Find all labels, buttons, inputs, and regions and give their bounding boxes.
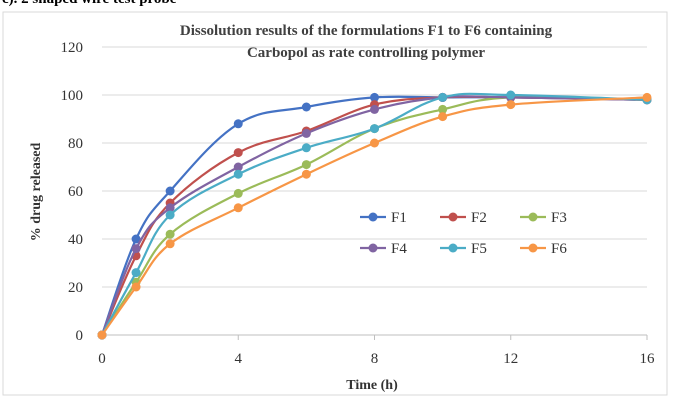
data-point-f6-t1 [131,282,141,292]
data-point-f3-t4 [233,188,243,198]
data-point-f6-t0 [97,330,107,340]
data-point-f3-t6 [301,160,311,170]
legend-label-f4: F4 [391,241,407,257]
legend: F1 F2 F3 F4 F5 F6 [360,210,567,257]
y-tick-label-20: 20 [68,280,83,296]
data-point-f4-t2 [165,203,175,213]
data-point-f4-t6 [301,128,311,138]
legend-label-f1: F1 [391,210,407,226]
chart-area [2,11,668,396]
data-point-f5-t4 [233,169,243,179]
data-point-f5-t6 [301,143,311,153]
data-point-f6-t2 [165,239,175,249]
data-point-f1-t2 [165,186,175,196]
y-tick-label-120: 120 [61,40,84,56]
x-tick-label-8: 8 [371,351,379,367]
legend-marker-f4 [368,243,378,253]
y-tick-label-0: 0 [76,328,84,344]
data-point-f1-t6 [301,102,311,112]
legend-marker-f6 [528,243,538,253]
series-f6 [97,92,652,340]
legend-item-f2: F2 [440,210,487,226]
x-tick-labels: 0 4 8 12 16 [98,351,655,367]
y-tick-label-60: 60 [68,184,83,200]
legend-item-f1: F1 [360,210,407,226]
data-point-f2-t4 [233,148,243,158]
data-point-f3-t10 [438,104,448,114]
x-tick-label-16: 16 [640,351,656,367]
data-point-f5-t2 [165,210,175,220]
data-point-f6-t6 [301,169,311,179]
y-tick-label-100: 100 [61,88,84,104]
legend-marker-f5 [448,243,458,253]
data-point-f4-t4 [233,162,243,172]
legend-label-f6: F6 [551,241,567,257]
x-tick-label-0: 0 [98,351,106,367]
page-caption: c). 2 shaped wire test probe [2,0,176,8]
data-point-f4-t1 [131,244,141,254]
legend-marker-f2 [448,212,458,222]
data-point-f6-t10 [438,112,448,122]
legend-item-f6: F6 [520,241,567,257]
data-point-f6-t4 [233,203,243,213]
data-point-f1-t1 [131,234,141,244]
legend-item-f5: F5 [440,241,487,257]
legend-item-f3: F3 [520,210,567,226]
data-point-f5-t1 [131,268,141,278]
legend-label-f5: F5 [471,241,487,257]
y-tick-labels: 0 20 40 60 80 100 120 [61,40,84,344]
legend-marker-f1 [368,212,378,222]
x-axis-label: Time (h) [346,378,398,393]
x-tick-label-12: 12 [503,351,518,367]
data-point-f5-t8 [370,124,379,134]
data-point-f5-t12 [506,90,516,100]
data-point-f6-t16 [642,92,652,102]
legend-label-f2: F2 [471,210,487,226]
y-tick-label-80: 80 [68,136,83,152]
data-series [97,90,652,340]
chart-title-line-2: Carbopol as rate controlling polymer [247,45,485,61]
data-point-f4-t8 [370,104,379,114]
x-tick-label-4: 4 [235,351,243,367]
data-point-f5-t10 [438,92,448,102]
legend-item-f4: F4 [360,241,407,257]
data-point-f1-t4 [233,119,243,129]
y-tick-label-40: 40 [68,232,83,248]
data-point-f6-t12 [506,100,516,110]
data-point-f6-t8 [370,138,379,148]
data-point-f3-t2 [165,229,175,239]
legend-label-f3: F3 [551,210,567,226]
data-point-f1-t8 [370,92,379,102]
chart-title-line-1: Dissolution results of the formulations … [180,23,553,39]
y-axis-label: % drug released [29,143,44,242]
legend-marker-f3 [528,212,538,222]
